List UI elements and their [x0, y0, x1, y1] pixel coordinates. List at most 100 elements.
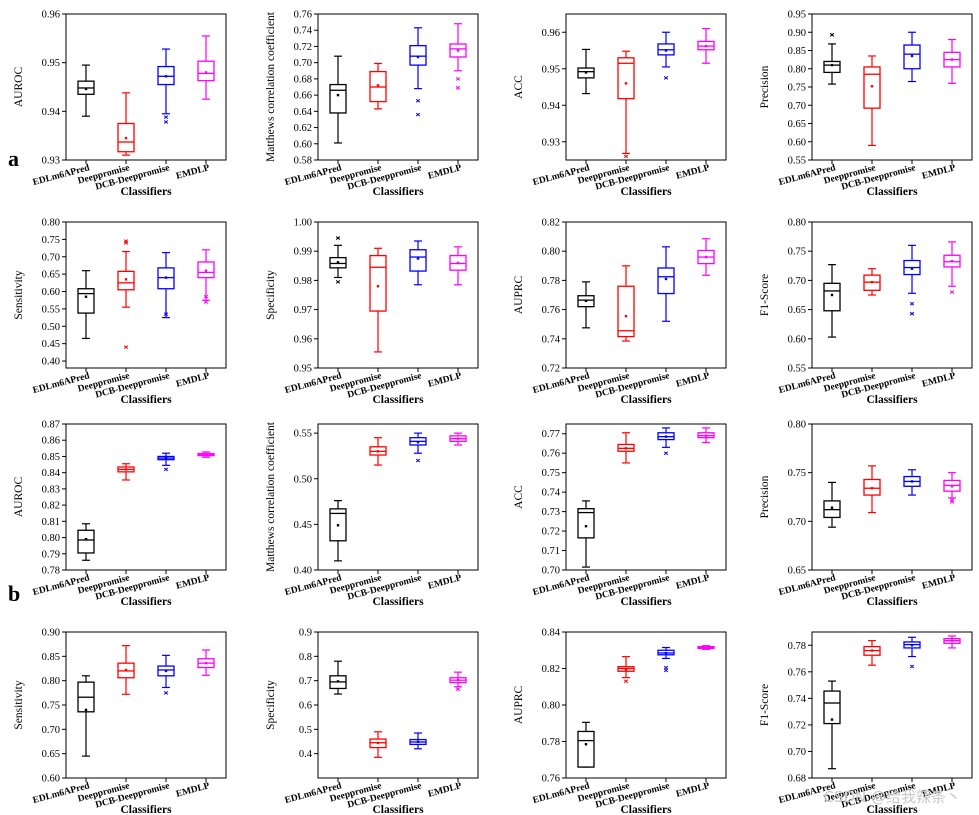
mean-marker	[456, 49, 460, 52]
y-tick-label: 0.60	[42, 287, 60, 298]
y-tick-label: 0.84	[42, 468, 61, 479]
plot-frame	[317, 631, 479, 779]
y-tick-label: 0.75	[542, 468, 560, 479]
y-tick-label: 0.75	[788, 468, 806, 479]
mean-marker	[164, 669, 168, 673]
plot-frame	[65, 423, 227, 571]
y-tick-label: 0.83	[42, 484, 60, 495]
y-tick-label: 0.96	[294, 334, 312, 345]
y-tick-label: 0.55	[294, 429, 312, 440]
y-tick-label: 0.70	[788, 517, 806, 528]
mean-marker	[84, 87, 88, 91]
mean-marker	[584, 71, 588, 74]
y-axis-label: Sensitivity	[13, 680, 25, 729]
outlier-point	[663, 451, 669, 456]
mean-marker	[336, 680, 340, 683]
outlier-point	[123, 345, 129, 350]
y-tick-label: 0.74	[542, 334, 561, 345]
mean-marker	[336, 524, 340, 527]
outlier-point	[663, 75, 669, 80]
plot-frame	[811, 423, 973, 571]
y-tick-label: 0.65	[788, 305, 806, 316]
box-edlm6apred	[77, 675, 95, 757]
mean-marker	[376, 450, 380, 453]
y-tick-label: 0.80	[788, 420, 806, 431]
iqr-box	[329, 83, 347, 114]
iqr-box	[117, 270, 135, 291]
chart-8: 0.55 0.60 0.65 0.70 0.75 0.80 F1-Score Classifi…	[759, 218, 973, 406]
x-tick-label: EMDLP	[675, 371, 711, 390]
y-tick-label: 0.85	[42, 452, 60, 463]
y-tick-label: 0.90	[42, 628, 60, 639]
y-tick-label: 0.93	[42, 156, 60, 167]
mean-marker	[910, 644, 914, 647]
box-deeppromise	[617, 50, 635, 159]
mean-marker	[204, 71, 208, 74]
y-tick-label: 0.45	[42, 339, 60, 350]
box-edlm6apred	[329, 500, 347, 562]
box-deeppromise	[617, 432, 635, 464]
y-tick-label: 1.00	[294, 218, 312, 229]
outlier-point	[455, 687, 461, 692]
y-tick-label: 0.70	[42, 725, 60, 736]
y-tick-label: 0.60	[42, 774, 60, 785]
plot-frame	[811, 221, 973, 369]
y-tick-label: 0.70	[542, 566, 560, 577]
box-emdlp	[449, 246, 467, 286]
plot-frame	[565, 221, 727, 369]
y-axis-label: AUROC	[13, 477, 25, 518]
iqr-box	[617, 57, 635, 100]
y-tick-label: 0.81	[42, 517, 60, 528]
x-axis-label: Classifiers	[120, 186, 172, 198]
y-tick-label: 0.58	[294, 156, 312, 167]
box-edlm6apred	[823, 481, 841, 528]
y-tick-label: 0.45	[294, 520, 312, 531]
mean-marker	[870, 487, 874, 490]
y-tick-label: 0.95	[294, 364, 312, 375]
x-axis-label: Classifiers	[372, 804, 424, 815]
mean-marker	[830, 293, 834, 297]
mean-marker	[664, 651, 668, 655]
y-tick-label: 0.79	[42, 549, 60, 560]
y-tick-label: 0.4	[299, 749, 313, 760]
mean-marker	[584, 299, 588, 303]
box-emdlp	[943, 635, 961, 649]
chart-15: 0.760.780.800.820.84AUPRCClassifiersEDLm…	[513, 628, 727, 815]
y-tick-label: 0.84	[542, 628, 561, 639]
y-axis-label: AUROC	[13, 67, 25, 108]
mean-marker	[704, 646, 708, 649]
box-edlm6apred	[577, 281, 595, 329]
x-tick-label: EMDLP	[675, 163, 711, 182]
y-tick-label: 0.82	[542, 218, 560, 229]
chart-5: 0.40 0.45 0.50 0.55 0.60 0.65 0.70 0.75 0.80 Sens…	[13, 218, 227, 406]
outlier-point	[163, 115, 169, 120]
iqr-box	[577, 730, 595, 768]
y-tick-label: 0.93	[542, 137, 560, 148]
y-axis-label: Precision	[759, 475, 771, 518]
y-tick-label: 0.82	[542, 664, 560, 675]
box-edlm6apred	[577, 500, 595, 568]
mean-marker	[910, 54, 914, 58]
box-emdlp	[449, 671, 467, 692]
mean-marker	[870, 85, 874, 88]
box-emdlp	[449, 23, 467, 90]
x-tick-label: EMDLP	[175, 371, 211, 390]
mean-marker	[204, 453, 208, 457]
box-edlm6apred	[77, 270, 95, 340]
x-tick-label: EMDLP	[921, 371, 957, 390]
box-dcb-deeppromise	[657, 31, 675, 80]
y-tick-label: 0.94	[542, 101, 561, 112]
y-tick-label: 0.76	[542, 305, 560, 316]
mean-marker	[664, 435, 668, 438]
box-dcb-deeppromise	[409, 240, 427, 286]
y-tick-label: 0.77	[542, 429, 560, 440]
box-emdlp	[197, 35, 215, 100]
y-tick-label: 0.80	[42, 676, 60, 687]
iqr-box	[409, 44, 427, 66]
plot-frame	[317, 13, 479, 161]
y-tick-label: 0.55	[788, 156, 806, 167]
box-emdlp	[697, 28, 715, 64]
outlier-point	[203, 300, 209, 304]
plot-frame	[317, 423, 479, 571]
